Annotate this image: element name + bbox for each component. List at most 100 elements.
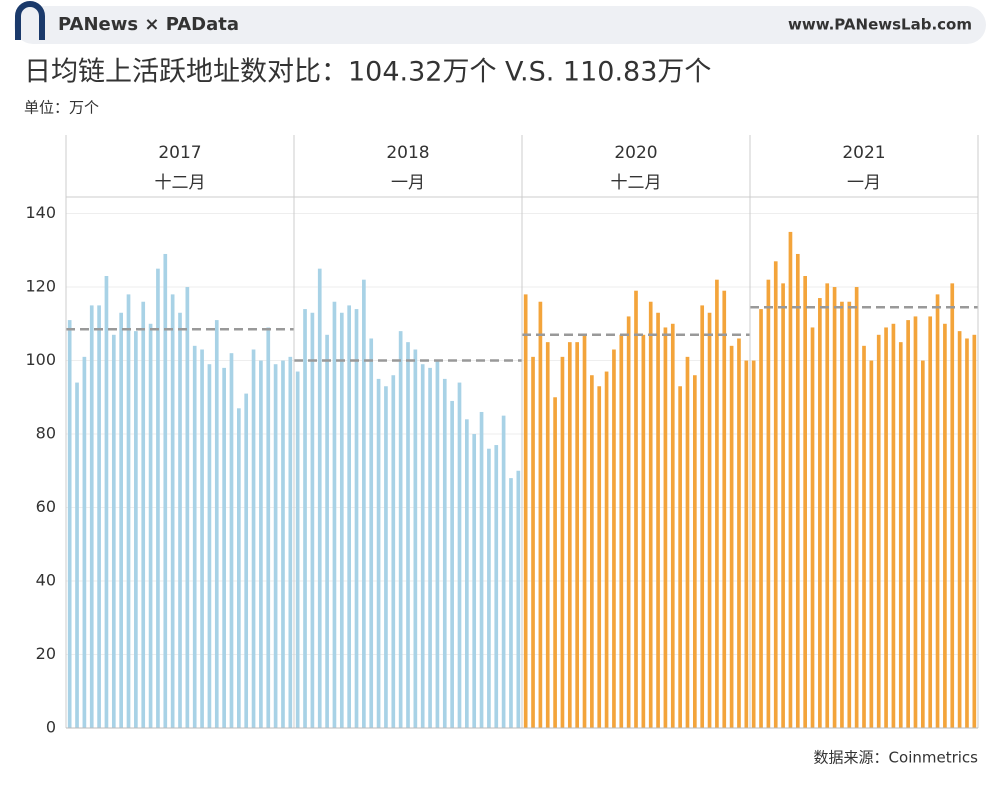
bar: [972, 334, 977, 728]
bar: [641, 334, 646, 728]
bar: [126, 294, 131, 728]
bar: [384, 386, 388, 728]
bar: [494, 445, 499, 728]
source: 数据来源：Coinmetrics: [814, 749, 979, 767]
bar: [310, 312, 315, 728]
bar: [332, 301, 337, 728]
bar: [891, 323, 896, 728]
bar: [795, 253, 800, 728]
bar: [266, 327, 271, 728]
bar: [178, 312, 182, 728]
bar: [450, 400, 454, 728]
bar: [884, 327, 888, 728]
bar: [626, 316, 631, 728]
bar: [244, 393, 249, 728]
bar: [575, 342, 579, 728]
bar: [354, 309, 359, 728]
bar: [634, 290, 638, 728]
bar: [545, 342, 550, 728]
bar: [369, 338, 374, 728]
bar: [678, 386, 682, 728]
bar: [192, 345, 197, 728]
bar: [487, 448, 491, 728]
bar: [818, 298, 822, 728]
bar: [200, 349, 204, 728]
unit-label: 单位：万个: [24, 99, 99, 117]
panel-month: 一月: [847, 173, 881, 193]
bar: [325, 334, 329, 728]
bar: [119, 312, 123, 728]
bar: [921, 360, 925, 728]
bar: [553, 397, 557, 728]
y-tick-label: 80: [36, 424, 56, 443]
panel-month: 十二月: [611, 173, 662, 193]
bar: [435, 360, 440, 728]
bar: [898, 342, 903, 728]
bar: [965, 338, 969, 728]
bar: [582, 334, 587, 728]
bar: [751, 360, 756, 728]
y-tick-label: 20: [36, 644, 56, 663]
bar: [913, 316, 918, 728]
bar: [214, 320, 219, 728]
bar: [89, 305, 94, 728]
bar: [619, 334, 624, 728]
bar: [141, 301, 146, 728]
bar: [928, 316, 933, 728]
bar: [648, 301, 653, 728]
bar: [840, 301, 844, 728]
bar: [251, 349, 256, 728]
bar: [339, 312, 344, 728]
bar: [759, 309, 763, 728]
bar: [670, 323, 675, 728]
bar: [523, 294, 528, 728]
bar: [781, 283, 785, 728]
bar: [847, 301, 852, 728]
bar: [406, 342, 410, 728]
bar: [788, 231, 793, 728]
bar: [604, 371, 609, 728]
bar: [803, 276, 807, 728]
bar: [295, 371, 300, 728]
bar: [104, 276, 109, 728]
bar: [854, 287, 859, 728]
bar: [273, 364, 278, 728]
bar: [766, 279, 771, 728]
bar: [869, 360, 874, 728]
bar: [612, 349, 616, 728]
panel-month: 一月: [391, 173, 425, 193]
header-bar: [14, 6, 986, 44]
bar: [281, 360, 285, 728]
bar: [465, 419, 469, 728]
bar: [362, 279, 366, 728]
logo: [15, 1, 45, 40]
bar: [479, 411, 484, 728]
bar: [825, 283, 830, 728]
bar: [148, 323, 153, 728]
bar: [428, 367, 432, 728]
bar: [729, 345, 734, 728]
bar: [134, 331, 138, 728]
y-tick-label: 0: [46, 718, 56, 737]
y-tick-label: 100: [25, 350, 56, 369]
bar: [737, 338, 741, 728]
bar: [744, 360, 749, 728]
panel-year: 2017: [158, 143, 201, 163]
bar: [82, 356, 87, 728]
chart-title: 日均链上活跃地址数对比：104.32万个 V.S. 110.83万个: [24, 57, 711, 88]
bar: [597, 386, 602, 728]
bar: [943, 323, 947, 728]
bar: [935, 294, 940, 728]
y-tick-label: 140: [25, 203, 56, 222]
bar: [75, 382, 79, 728]
bar: [391, 375, 396, 728]
bar: [501, 415, 506, 728]
bar: [156, 268, 160, 728]
bar: [413, 349, 418, 728]
bar: [663, 327, 668, 728]
bar: [170, 294, 175, 728]
bar: [950, 283, 955, 728]
bar: [715, 279, 719, 728]
bar: [538, 301, 543, 728]
